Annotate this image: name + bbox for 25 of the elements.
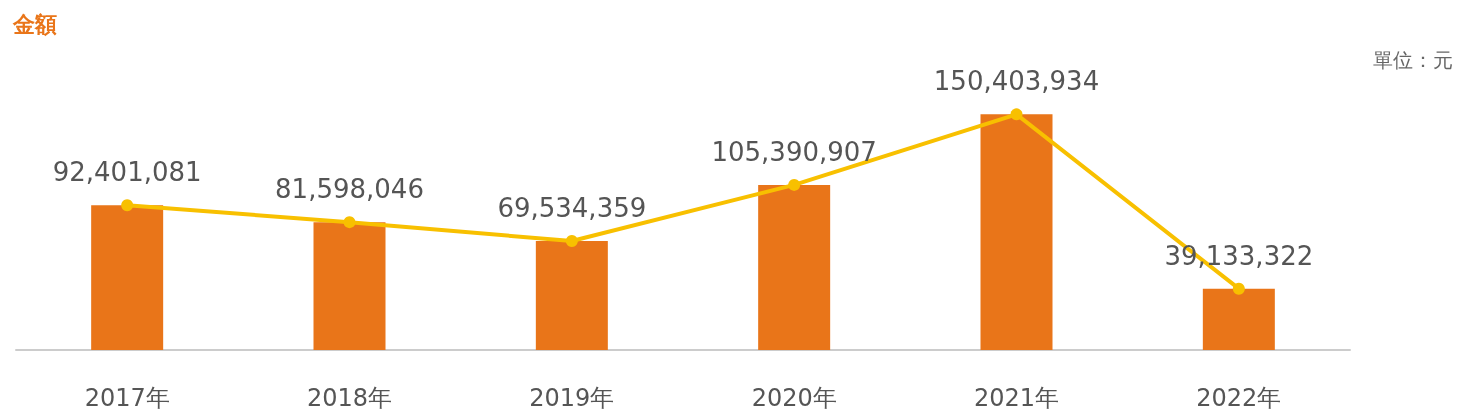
data-label: 81,598,046 xyxy=(275,174,424,205)
x-tick-label: 2020年 xyxy=(751,384,837,412)
data-label: 69,534,359 xyxy=(497,193,647,224)
text: 單位：元 xyxy=(1373,48,1453,72)
bar xyxy=(313,222,386,350)
data-label: 92,401,081 xyxy=(52,157,202,188)
x-tick-label: 2021年 xyxy=(973,384,1060,412)
x-tick-label: 2018年 xyxy=(306,384,393,412)
bar xyxy=(758,184,831,350)
x-tick-label: 2022年 xyxy=(1196,384,1282,412)
data-label: 150,403,934 xyxy=(933,66,1100,97)
point xyxy=(121,199,134,212)
point xyxy=(565,235,578,248)
x-tick-label: 2017年 xyxy=(84,384,170,412)
point xyxy=(343,216,356,229)
bar xyxy=(1202,288,1275,350)
chart-title: 金額 xyxy=(12,11,57,37)
point xyxy=(1010,108,1023,121)
x-tick-label: 2019年 xyxy=(529,384,615,412)
bar xyxy=(535,241,608,350)
point xyxy=(788,178,801,191)
bar xyxy=(980,114,1053,350)
point xyxy=(1232,282,1245,295)
bar xyxy=(91,205,164,350)
data-label: 105,390,907 xyxy=(711,136,877,167)
